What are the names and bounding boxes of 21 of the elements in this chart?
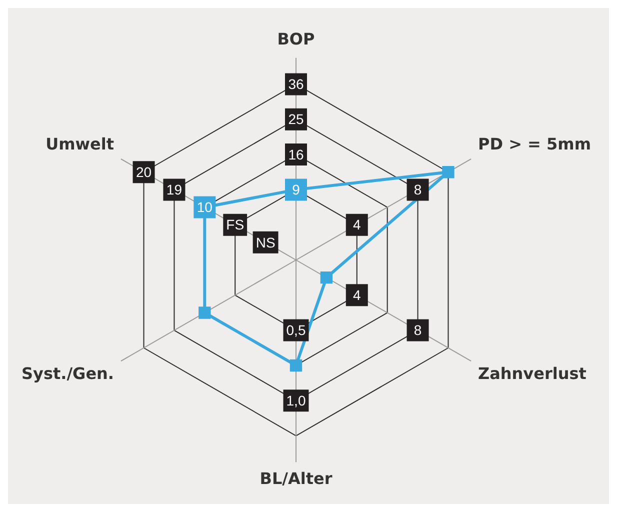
spoke-label: Syst./Gen. <box>22 364 114 383</box>
text: 4 <box>352 287 361 304</box>
text: 20 <box>136 164 152 180</box>
text: 8 <box>414 182 422 198</box>
text: 25 <box>288 111 304 128</box>
text: 8 <box>414 322 422 338</box>
text: NS <box>256 234 276 250</box>
text: 16 <box>288 146 304 162</box>
spoke-label: PD > = 5mm <box>478 134 592 154</box>
text: 4 <box>352 216 361 233</box>
text: 10 <box>196 199 212 216</box>
text: 36 <box>288 76 304 92</box>
text: FS <box>226 216 244 233</box>
text: 19 <box>166 182 182 198</box>
text: 0,5 <box>286 322 306 338</box>
text: 9 <box>292 182 300 198</box>
spoke-label: Umwelt <box>46 134 114 154</box>
spoke-label: Zahnverlust <box>478 364 587 383</box>
spoke-label: BOP <box>277 29 316 48</box>
text: 1,0 <box>286 392 306 408</box>
spoke-label: BL/Alter <box>260 468 332 488</box>
